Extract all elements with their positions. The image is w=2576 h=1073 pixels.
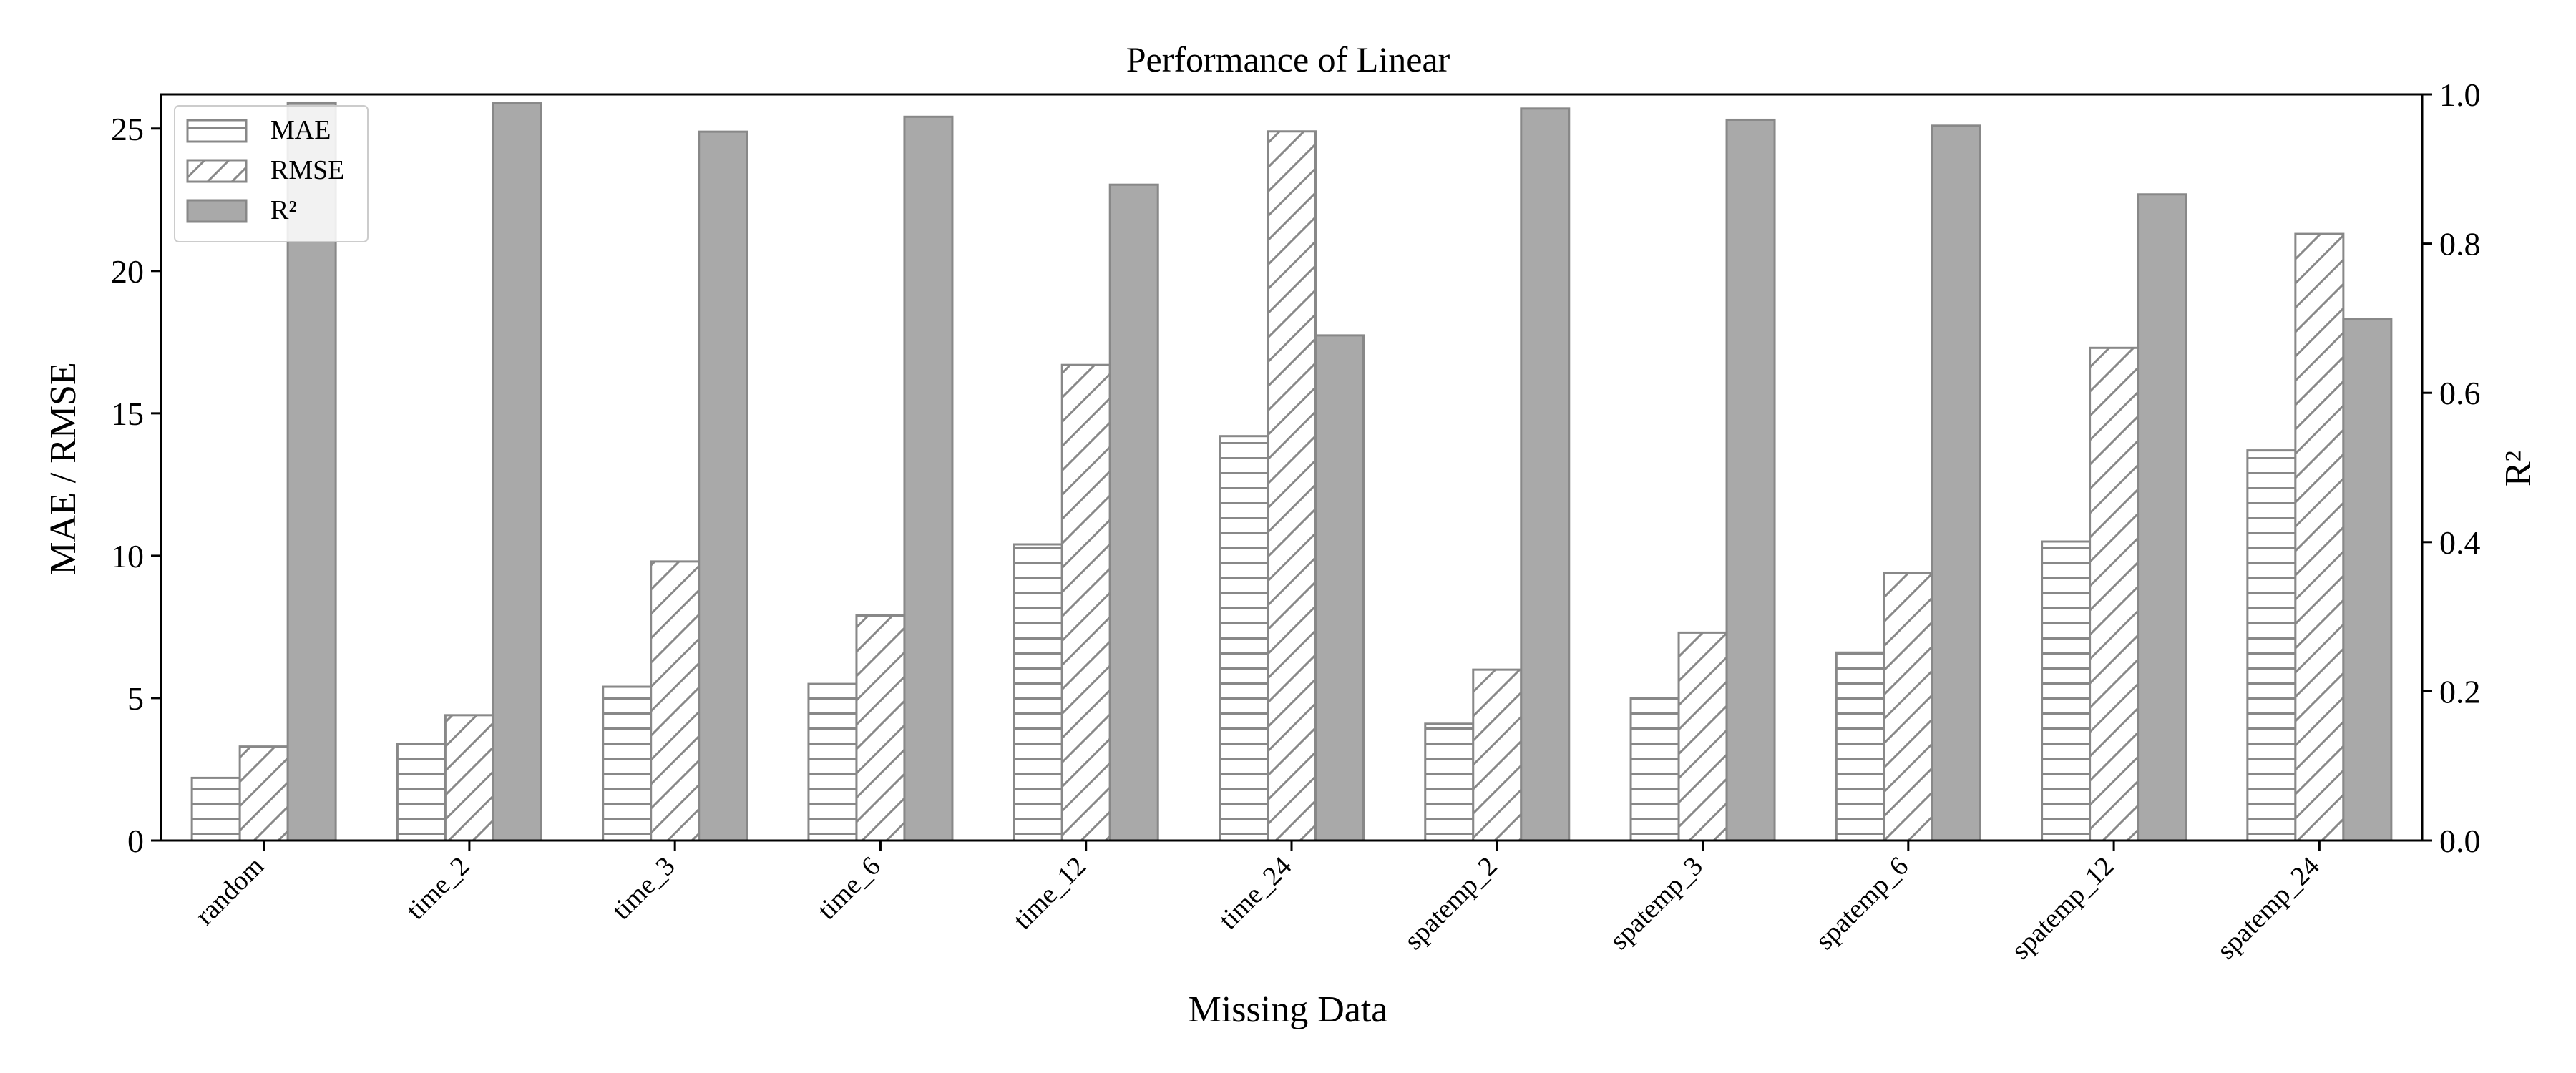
bar-mae-spatemp_2: [1424, 722, 1475, 842]
y-right-tick-label: 0.8: [2439, 226, 2481, 263]
bar-r2-spatemp_2: [1520, 107, 1571, 842]
bar-rmse-time_6: [855, 614, 906, 842]
bar-rmse-time_24: [1267, 130, 1317, 842]
bar-mae-spatemp_12: [2041, 540, 2092, 842]
bar-r2-spatemp_24: [2342, 318, 2393, 842]
legend: MAE RMSE R²: [174, 105, 369, 242]
y-right-tick-label: 1.0: [2439, 77, 2481, 113]
legend-swatch-mae: [186, 119, 248, 143]
y-right-tick-label: 0.4: [2439, 524, 2481, 561]
legend-label-rmse: RMSE: [270, 155, 344, 185]
x-tick-label-time_2: time_2: [401, 851, 475, 926]
x-tick-label-spatemp_24: spatemp_24: [2211, 851, 2326, 966]
y-right-tick-label: 0.6: [2439, 375, 2481, 411]
chart-title: Performance of Linear: [1126, 39, 1450, 79]
bar-mae-time_24: [1219, 435, 1269, 842]
bar-r2-time_3: [698, 130, 748, 842]
x-tick-label-random: random: [190, 851, 270, 931]
x-tick-label-time_6: time_6: [811, 851, 886, 926]
bar-mae-spatemp_24: [2246, 449, 2297, 842]
bar-rmse-spatemp_6: [1883, 572, 1933, 842]
bar-rmse-spatemp_3: [1677, 631, 1728, 842]
legend-label-mae: MAE: [270, 115, 331, 145]
y-left-tick-label: 25: [111, 111, 144, 147]
legend-label-r2: R²: [270, 195, 297, 225]
x-tick-label-time_12: time_12: [1008, 851, 1092, 936]
bar-r2-time_12: [1108, 183, 1159, 842]
bar-mae-time_2: [396, 743, 447, 842]
bar-r2-spatemp_12: [2137, 193, 2187, 842]
bar-mae-time_6: [807, 682, 858, 842]
bar-mae-time_12: [1013, 543, 1063, 842]
y-left-tick-label: 15: [111, 396, 144, 432]
bar-r2-spatemp_3: [1725, 118, 1776, 842]
bar-rmse-spatemp_2: [1472, 668, 1523, 842]
bar-mae-spatemp_3: [1629, 697, 1680, 842]
bar-mae-time_3: [602, 685, 653, 842]
bar-r2-time_6: [903, 115, 954, 842]
y-right-tick-label: 0.0: [2439, 823, 2481, 859]
y-left-tick-label: 5: [127, 680, 144, 717]
bar-rmse-spatemp_24: [2294, 232, 2345, 842]
bar-rmse-random: [238, 745, 289, 842]
x-tick-label-spatemp_2: spatemp_2: [1399, 851, 1503, 956]
bar-mae-spatemp_6: [1835, 651, 1885, 842]
y-axis-left-label: MAE / RMSE: [43, 362, 84, 575]
x-tick-label-spatemp_3: spatemp_3: [1604, 851, 1709, 956]
x-tick-label-spatemp_12: spatemp_12: [2006, 851, 2120, 966]
y-axis-right-label: R²: [2498, 451, 2539, 486]
bar-r2-time_2: [492, 102, 542, 842]
x-tick-label-time_3: time_3: [606, 851, 680, 926]
x-axis-label: Missing Data: [1189, 989, 1388, 1030]
bar-rmse-time_3: [650, 560, 701, 842]
bar-rmse-spatemp_12: [2089, 346, 2140, 842]
bar-rmse-time_12: [1060, 363, 1111, 842]
bar-mae-random: [190, 776, 241, 842]
bar-r2-time_24: [1314, 334, 1365, 842]
legend-swatch-r2: [186, 199, 248, 223]
x-tick-label-time_24: time_24: [1214, 851, 1298, 936]
x-tick-label-spatemp_6: spatemp_6: [1810, 851, 1914, 956]
y-left-tick-label: 20: [111, 253, 144, 290]
legend-swatch-rmse: [186, 159, 248, 183]
y-left-tick-label: 0: [127, 823, 144, 859]
y-left-tick-label: 10: [111, 538, 144, 574]
bar-r2-spatemp_6: [1931, 124, 1981, 842]
bars-layer: [190, 101, 2393, 842]
bar-rmse-time_2: [444, 714, 494, 842]
y-right-tick-label: 0.2: [2439, 673, 2481, 710]
